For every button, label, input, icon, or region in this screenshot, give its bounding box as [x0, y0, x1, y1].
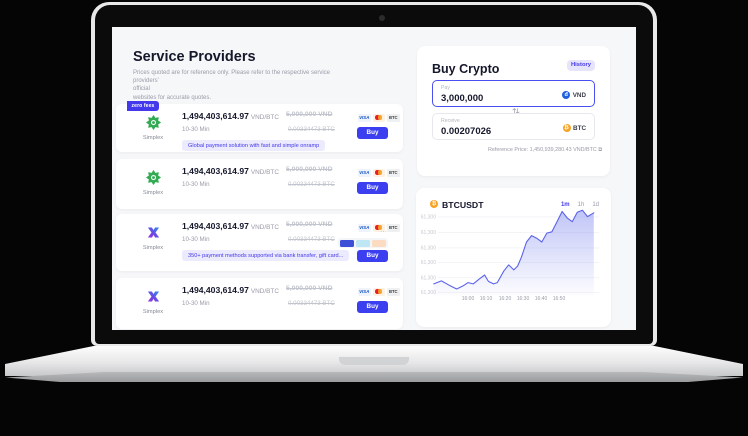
svg-text:16:20: 16:20 — [499, 296, 512, 302]
svg-text:61,300: 61,300 — [421, 275, 437, 281]
svg-text:61,300: 61,300 — [421, 246, 437, 252]
svg-text:16:30: 16:30 — [517, 296, 530, 302]
svg-text:61,300: 61,300 — [421, 215, 437, 221]
svg-text:61,300: 61,300 — [421, 230, 437, 236]
svg-text:16:10: 16:10 — [480, 296, 493, 302]
svg-text:61,300: 61,300 — [421, 260, 437, 266]
svg-text:16:50: 16:50 — [553, 296, 566, 302]
svg-text:16:00: 16:00 — [462, 296, 475, 302]
svg-text:16:40: 16:40 — [535, 296, 548, 302]
